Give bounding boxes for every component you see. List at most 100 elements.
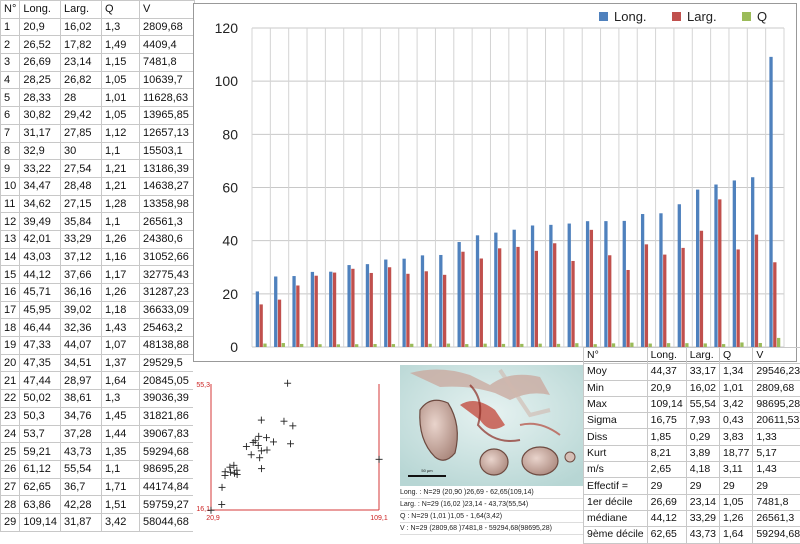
table-cell: 1,1: [102, 213, 140, 231]
table-cell: 26: [1, 460, 20, 478]
bar-long: [347, 265, 350, 347]
table-cell: 1,1: [102, 142, 140, 160]
table-cell: 9: [1, 160, 20, 178]
table-cell: 23,14: [61, 54, 102, 72]
table-cell: 12: [1, 213, 20, 231]
y-tick-label: 100: [215, 73, 239, 89]
stats-cell: 1,33: [753, 429, 800, 445]
header-cell: Q: [102, 1, 140, 19]
bar-larg: [351, 269, 354, 347]
stats-cell: 20611,53: [753, 413, 800, 429]
legend-swatch: [599, 12, 608, 21]
scatter-point: [258, 417, 265, 424]
scatter-point: [248, 451, 255, 458]
table-cell: 59,21: [20, 443, 61, 461]
header-cell: Q: [720, 348, 753, 364]
stats-cell: 29: [720, 478, 753, 494]
y-tick-label: 60: [222, 180, 238, 196]
bar-q: [263, 344, 266, 347]
table-cell: 7481,8: [140, 54, 195, 72]
table-cell: 36,7: [61, 478, 102, 496]
stats-cell: 33,17: [686, 364, 719, 380]
table-cell: 1,44: [102, 425, 140, 443]
table-cell: 2809,68: [140, 18, 195, 36]
table-cell: 25: [1, 443, 20, 461]
stats-cell: 1,34: [720, 364, 753, 380]
stats-cell: 59294,68: [753, 527, 800, 543]
bar-q: [410, 344, 413, 347]
header-cell: V: [753, 348, 800, 364]
table-cell: 1,1: [102, 460, 140, 478]
table-cell: 1,05: [102, 71, 140, 89]
table-cell: 4: [1, 71, 20, 89]
scatter-point: [227, 469, 234, 476]
bar-long: [329, 272, 332, 347]
table-cell: 31,17: [20, 124, 61, 142]
table-cell: 1,45: [102, 407, 140, 425]
bar-q: [318, 344, 321, 347]
table-cell: 63,86: [20, 496, 61, 514]
table-cell: 11628,63: [140, 89, 195, 107]
table-cell: 8: [1, 142, 20, 160]
bar-larg: [333, 273, 336, 347]
stats-cell: 1,64: [720, 527, 753, 543]
bar-q: [337, 344, 340, 347]
table-cell: 38,61: [61, 390, 102, 408]
table-cell: 37,28: [61, 425, 102, 443]
scatter-point: [222, 468, 229, 475]
table-cell: 47,33: [20, 337, 61, 355]
table-cell: 30: [61, 142, 102, 160]
bar-long: [678, 204, 681, 347]
bar-larg: [663, 255, 666, 347]
table-cell: 1,15: [102, 54, 140, 72]
table-cell: 1,17: [102, 266, 140, 284]
header-cell: Long.: [647, 348, 686, 364]
table-cell: 1,16: [102, 248, 140, 266]
table-cell: 6: [1, 107, 20, 125]
table-cell: 28,25: [20, 71, 61, 89]
bar-long: [714, 185, 717, 347]
stats-cell: 4,18: [686, 462, 719, 478]
table-cell: 59759,27: [140, 496, 195, 514]
bar-q: [392, 344, 395, 347]
scatter-point: [218, 501, 225, 508]
table-cell: 39036,39: [140, 390, 195, 408]
table-cell: 45,95: [20, 301, 61, 319]
table-cell: 24: [1, 425, 20, 443]
stats-cell: 2,65: [647, 462, 686, 478]
table-cell: 37,66: [61, 266, 102, 284]
table-cell: 37,12: [61, 248, 102, 266]
bar-long: [604, 221, 607, 347]
scale-bar-label: 50 µm: [421, 468, 433, 473]
table-cell: 11: [1, 195, 20, 213]
table-cell: 62,65: [20, 478, 61, 496]
table-cell: 1,43: [102, 319, 140, 337]
bar-q: [428, 344, 431, 347]
bar-larg: [425, 271, 428, 347]
bar-larg: [498, 248, 501, 347]
stats-cell: 20,9: [647, 380, 686, 396]
scatter-point: [280, 418, 287, 425]
table-cell: 1,71: [102, 478, 140, 496]
table-cell: 1,3: [102, 390, 140, 408]
stats-cell: médiane: [584, 510, 648, 526]
bar-long: [402, 259, 405, 347]
header-cell: Larg.: [61, 1, 102, 19]
bar-long: [439, 255, 442, 347]
stats-cell: 1,43: [753, 462, 800, 478]
table-cell: 29: [1, 513, 20, 531]
